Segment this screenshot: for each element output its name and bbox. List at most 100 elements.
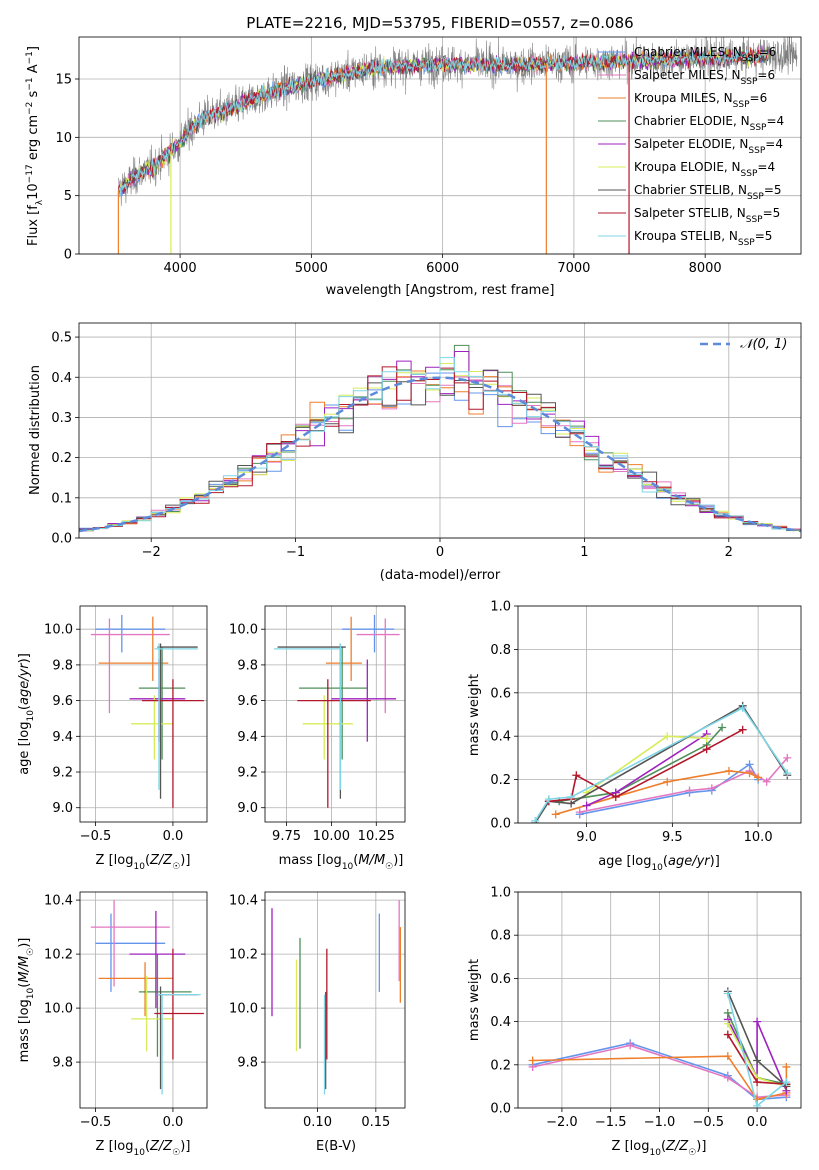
tick-label-y: 9.8 (52, 1056, 73, 1071)
axes-age_vs_Z: −0.5 0.0 9.0 9.2 9.4 9.6 9.8 10.0 (44, 605, 208, 844)
tick-label-x: 9.0 (576, 830, 597, 845)
tick-label-y: 0.4 (51, 371, 72, 386)
data-point-marker (551, 810, 560, 819)
data-point-marker (723, 1052, 732, 1061)
axes-spectrum: 4000 5000 6000 7000 8000 0 5 10 15 (55, 36, 802, 276)
tick-label-x: 9.5 (662, 830, 683, 845)
tick-label-x: −1 (286, 545, 305, 560)
axes-frame (517, 605, 802, 824)
y-axis-label: mass [log10(M/M☉)] (17, 938, 36, 1063)
data-point-marker (575, 808, 584, 817)
tick-label-y: 1.0 (490, 600, 511, 615)
axes-frame (78, 36, 802, 255)
data-point-marker (626, 1041, 635, 1050)
axes-frame (264, 605, 406, 823)
tick-label-y: 0.1 (51, 491, 72, 506)
tick-label-y: 0 (64, 248, 72, 263)
axes-frame (517, 891, 802, 1109)
series-line (559, 726, 723, 803)
tick-label-x: 0.0 (747, 1115, 768, 1130)
legend-entry: Kroupa ELODIE, NSSP=4 (634, 160, 775, 179)
tick-label-y: 0.2 (51, 451, 72, 466)
tick-label-y: 1.0 (490, 886, 511, 901)
data-point-marker (738, 725, 747, 734)
axes-frame (79, 605, 208, 823)
tick-label-x: −0.5 (80, 1115, 112, 1130)
data-point-marker (783, 769, 792, 778)
tick-label-x: 7000 (557, 261, 590, 276)
tick-label-y: 9.8 (52, 658, 73, 673)
x-axis-label: Z [log10(Z/Z☉)] (612, 1139, 707, 1158)
tick-label-y: 10.0 (44, 1002, 73, 1017)
axes-mass_vs_Z: −0.5 0.0 9.8 10.0 10.2 10.4 (44, 891, 208, 1130)
tick-label-y: 9.4 (237, 730, 258, 745)
data-point-marker (754, 773, 763, 782)
tick-label-x: 0.10 (303, 1115, 332, 1130)
plot-area-mass_vs_Z (90, 900, 204, 1095)
y-axis-label: Flux [fλ10−17 erg cm−2 s−1 A−1] (25, 46, 45, 246)
legend-entry: Salpeter STELIB, NSSP=5 (634, 206, 780, 225)
data-point-marker (762, 777, 771, 786)
data-point-marker (724, 766, 733, 775)
data-point-marker (753, 1056, 762, 1065)
legend-entry: Chabrier STELIB, NSSP=5 (634, 183, 782, 202)
tick-label-y: 0.8 (490, 643, 511, 658)
data-point-marker (753, 1017, 762, 1026)
tick-label-x: −1.0 (644, 1115, 676, 1130)
axes-frame (264, 891, 406, 1109)
chart-title: PLATE=2216, MJD=53795, FIBERID=0557, z=0… (246, 14, 633, 32)
data-point-marker (783, 753, 792, 762)
tick-label-y: 9.0 (52, 801, 73, 816)
tick-label-y: 0.4 (490, 1015, 511, 1030)
axes-mass_vs_EBV: 0.10 0.15 9.8 10.0 10.2 10.4 (229, 891, 406, 1130)
y-axis-label: mass weight (467, 674, 482, 756)
data-point-marker (738, 703, 747, 712)
data-point-marker (745, 769, 754, 778)
tick-label-x: 10.25 (358, 829, 395, 844)
data-point-marker (723, 1019, 732, 1028)
x-axis-label: mass [log10(M/M☉)] (279, 853, 404, 872)
y-axis-label: age [log10(age/yr)] (17, 653, 36, 775)
axes-age_vs_mass: 9.75 10.00 10.25 9.0 9.2 9.4 9.6 9.8 10.0 (229, 605, 406, 844)
data-point-marker (572, 771, 581, 780)
data-point-marker (723, 1030, 732, 1039)
tick-label-y: 0.2 (490, 1058, 511, 1073)
axes-weight_vs_Z: −2.0 −1.5 −1.0 −0.5 0.0 0.0 0.2 0.4 0.6 0.8 1.0 (490, 886, 802, 1130)
tick-label-x: −1.5 (595, 1115, 627, 1130)
axes-weight_vs_age: 9.0 9.5 10.0 0.0 0.2 0.4 0.6 0.8 1.0 (490, 600, 802, 845)
legend: Chabrier MILES, NSSP=6 Salpeter MILES, NS… (598, 45, 784, 248)
tick-label-x: 0.15 (361, 1115, 390, 1130)
x-axis-label: Z [log10(Z/Z☉)] (96, 853, 191, 872)
tick-label-y: 0.6 (490, 972, 511, 987)
x-axis-label: (data-model)/error (380, 568, 501, 583)
data-point-marker (685, 786, 694, 795)
tick-label-x: 4000 (164, 261, 197, 276)
tick-label-y: 9.8 (237, 658, 258, 673)
series-line (579, 757, 788, 813)
legend-entry: Chabrier MILES, NSSP=6 (634, 45, 776, 64)
data-point-marker (723, 1073, 732, 1082)
tick-label-x: 5000 (295, 261, 328, 276)
tick-label-x: 0.0 (163, 829, 184, 844)
tick-label-y: 0.5 (51, 331, 72, 346)
plot-area-weight_vs_age (531, 701, 792, 823)
data-point-marker (528, 1056, 537, 1065)
data-point-marker (782, 1078, 791, 1087)
x-axis-label: wavelength [Angstrom, rest frame] (326, 283, 555, 298)
plot-area-age_vs_Z (90, 614, 204, 808)
data-point-marker (582, 801, 591, 810)
y-axis-label: Normed distribution (28, 365, 43, 495)
axes-residuals: −2 −1 0 1 2 0.0 0.1 0.2 0.3 0.4 0.5 (51, 322, 802, 560)
tick-label-y: 10.0 (229, 623, 258, 638)
data-point-marker (753, 1078, 762, 1087)
tick-label-y: 0.0 (490, 817, 511, 832)
plot-area-weight_vs_Z (528, 987, 791, 1108)
plot-area-age_vs_mass (273, 614, 400, 808)
data-point-marker (702, 745, 711, 754)
tick-label-x: 8000 (689, 261, 722, 276)
tick-label-y: 0.0 (51, 532, 72, 547)
x-axis-label: E(B-V) (316, 1139, 356, 1154)
tick-label-x: −2.0 (546, 1115, 578, 1130)
tick-label-y: 0.0 (490, 1102, 511, 1117)
